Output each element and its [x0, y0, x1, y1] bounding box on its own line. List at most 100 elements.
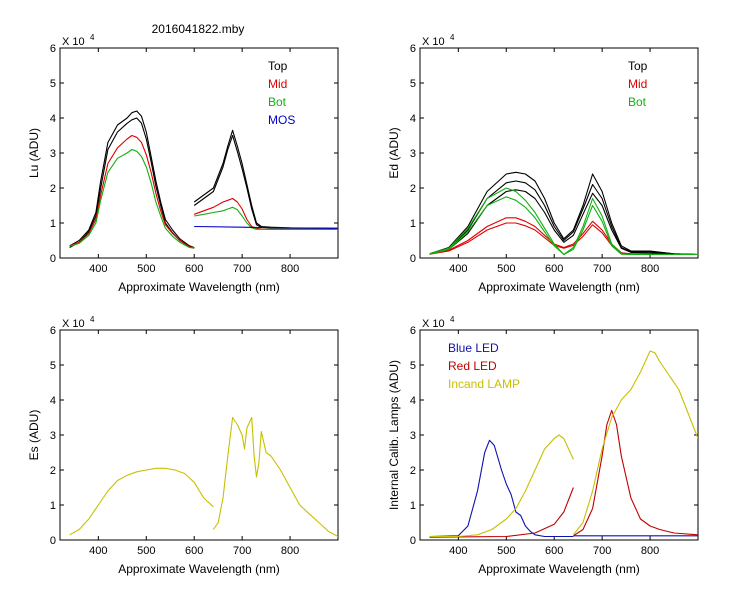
lu-series-mid	[69, 134, 195, 249]
es-xtick-label: 700	[233, 545, 251, 557]
lamps-series-group	[429, 350, 698, 538]
lu-chart: 0 1 2 3 4 5 6 400 500 600 700 800 X 10 4 Approximate W…	[27, 33, 339, 294]
lamps-xlabel: Approximate Wavelength (nm)	[478, 562, 640, 576]
lamps-series-red-led	[573, 409, 698, 537]
lamps-ytick-label: 1	[410, 500, 416, 512]
lu-ytick-label: 6	[50, 43, 56, 55]
lu-xtick-label: 700	[233, 263, 251, 275]
lu-exponent-label: X 10	[62, 36, 85, 48]
lamps-series-red-led	[429, 487, 574, 538]
lu-xlabel: Approximate Wavelength (nm)	[118, 280, 280, 294]
ed-xtick-label: 800	[641, 263, 659, 275]
lamps-series-blue-led	[429, 439, 574, 538]
ed-ytick-label: 0	[410, 253, 416, 265]
es-xtick-label: 600	[185, 545, 203, 557]
lamps-series-incand-lamp	[572, 350, 698, 536]
lamps-ytick-label: 0	[410, 535, 416, 547]
ed-series-group	[429, 171, 698, 256]
ed-series-bot-2	[429, 196, 698, 256]
ed-exponent-label: X 10	[422, 36, 445, 48]
ed-xtick-label: 600	[545, 263, 563, 275]
es-xlabel: Approximate Wavelength (nm)	[118, 562, 280, 576]
lu-ylabel: Lu (ADU)	[27, 128, 41, 178]
lu-series-mos	[194, 225, 338, 229]
lu-legend-mid: Mid	[268, 77, 287, 91]
es-series-es	[69, 467, 214, 536]
es-ytick-label: 5	[50, 360, 56, 372]
es-xtick-label: 400	[89, 545, 107, 557]
lu-series-group	[69, 110, 338, 249]
lamps-legend-incand-lamp: Incand LAMP	[448, 377, 520, 391]
lu-xtick-label: 800	[281, 263, 299, 275]
es-xtick-label: 500	[137, 545, 155, 557]
es-plot-frame	[59, 329, 339, 541]
lu-series-bot	[194, 206, 338, 230]
lu-ytick-label: 2	[50, 183, 56, 195]
lu-legend-mos: MOS	[268, 113, 295, 127]
lu-ytick-label: 0	[50, 253, 56, 265]
lu-xtick-label: 400	[89, 263, 107, 275]
ed-plot-frame	[419, 47, 699, 259]
ed-series-top-2	[429, 180, 698, 256]
es-ytick-label: 0	[50, 535, 56, 547]
es-ytick-label: 6	[50, 325, 56, 337]
ed-xtick-label: 500	[497, 263, 515, 275]
lamps-ytick-label: 2	[410, 465, 416, 477]
lu-xtick-label: 600	[185, 263, 203, 275]
ed-series-bot-1	[429, 187, 698, 256]
ed-exponent: 4	[450, 33, 455, 42]
lu-series-mid	[194, 197, 338, 230]
ed-series-top-1	[429, 171, 698, 256]
es-series-es	[212, 416, 338, 537]
es-ylabel: Es (ADU)	[27, 410, 41, 461]
lamps-exponent: 4	[450, 315, 455, 324]
lamps-ytick-label: 6	[410, 325, 416, 337]
es-chart: 0 1 2 3 4 5 6 400 500 600 700 800 X 10 4 Approximate W…	[27, 315, 339, 576]
lamps-chart: 0 1 2 3 4 5 6 400 500 600 700 800 X 10 4 Approximate W…	[387, 315, 699, 576]
lamps-ytick-label: 4	[410, 395, 416, 407]
ed-ytick-label: 2	[410, 183, 416, 195]
ed-legend-top: Top	[628, 59, 648, 73]
es-ytick-label: 4	[50, 395, 56, 407]
es-xtick-label: 800	[281, 545, 299, 557]
lamps-legend-blue-led: Blue LED	[448, 341, 499, 355]
figure-title: 2016041822.mby	[152, 22, 245, 36]
ed-ytick-label: 6	[410, 43, 416, 55]
lamps-xtick-label: 800	[641, 545, 659, 557]
ed-legend-bot: Bot	[628, 95, 647, 109]
lamps-ylabel: Internal Calib. Lamps (ADU)	[387, 360, 401, 510]
es-exponent: 4	[90, 315, 95, 324]
es-exponent-label: X 10	[62, 318, 85, 330]
lamps-legend-red-led: Red LED	[448, 359, 497, 373]
es-ytick-label: 1	[50, 500, 56, 512]
ed-ylabel: Ed (ADU)	[387, 127, 401, 178]
lamps-exponent-label: X 10	[422, 318, 445, 330]
lu-legend-bot: Bot	[268, 95, 287, 109]
ed-legend-mid: Mid	[628, 77, 647, 91]
ed-series-top-3	[429, 189, 698, 256]
lamps-xtick-label: 500	[497, 545, 515, 557]
ed-ytick-label: 3	[410, 148, 416, 160]
ed-xtick-label: 400	[449, 263, 467, 275]
lamps-ytick-label: 3	[410, 430, 416, 442]
lu-ytick-label: 5	[50, 78, 56, 90]
lu-series-top-1	[69, 110, 195, 249]
ed-ytick-label: 1	[410, 218, 416, 230]
es-ytick-label: 2	[50, 465, 56, 477]
lu-ytick-label: 1	[50, 218, 56, 230]
lamps-ytick-label: 5	[410, 360, 416, 372]
es-ytick-label: 3	[50, 430, 56, 442]
lu-exponent: 4	[90, 33, 95, 42]
lu-ytick-label: 4	[50, 113, 56, 125]
es-series-group	[69, 416, 338, 537]
lu-series-bot	[69, 148, 195, 249]
ed-ytick-label: 5	[410, 78, 416, 90]
ed-ytick-label: 4	[410, 113, 416, 125]
lamps-xtick-label: 400	[449, 545, 467, 557]
ed-xlabel: Approximate Wavelength (nm)	[478, 280, 640, 294]
lu-xtick-label: 500	[137, 263, 155, 275]
lu-series-top-2	[69, 117, 195, 249]
lamps-series-incand-lamp	[429, 434, 574, 538]
lu-ytick-label: 3	[50, 148, 56, 160]
